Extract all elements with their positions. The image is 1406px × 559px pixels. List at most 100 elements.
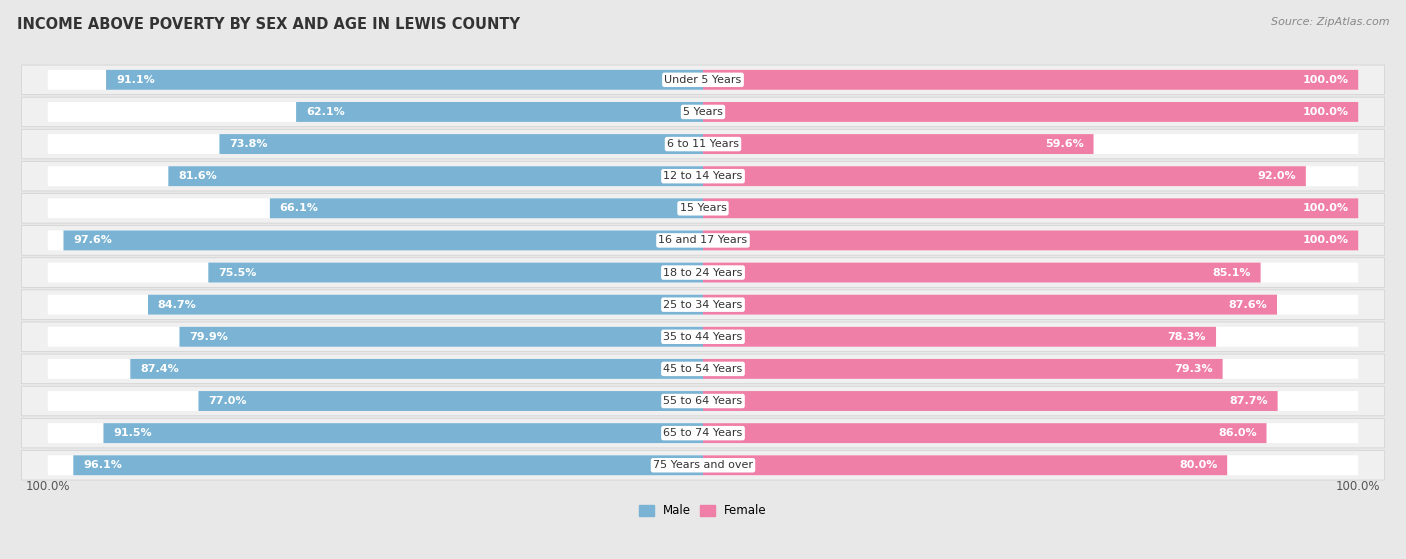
Text: 86.0%: 86.0%: [1218, 428, 1257, 438]
FancyBboxPatch shape: [48, 455, 703, 475]
Text: 18 to 24 Years: 18 to 24 Years: [664, 268, 742, 277]
FancyBboxPatch shape: [703, 423, 1267, 443]
FancyBboxPatch shape: [48, 134, 703, 154]
FancyBboxPatch shape: [48, 102, 703, 122]
Text: 100.0%: 100.0%: [1336, 480, 1381, 492]
FancyBboxPatch shape: [48, 230, 703, 250]
FancyBboxPatch shape: [703, 230, 1358, 250]
Text: 16 and 17 Years: 16 and 17 Years: [658, 235, 748, 245]
FancyBboxPatch shape: [48, 295, 703, 315]
FancyBboxPatch shape: [703, 359, 1358, 379]
FancyBboxPatch shape: [703, 134, 1358, 154]
FancyBboxPatch shape: [48, 70, 703, 90]
FancyBboxPatch shape: [703, 263, 1261, 282]
FancyBboxPatch shape: [21, 162, 1385, 191]
FancyBboxPatch shape: [703, 391, 1358, 411]
FancyBboxPatch shape: [703, 134, 1094, 154]
FancyBboxPatch shape: [219, 134, 703, 154]
FancyBboxPatch shape: [104, 423, 703, 443]
FancyBboxPatch shape: [48, 423, 703, 443]
Text: 45 to 54 Years: 45 to 54 Years: [664, 364, 742, 374]
Text: Under 5 Years: Under 5 Years: [665, 75, 741, 85]
Text: 91.1%: 91.1%: [115, 75, 155, 85]
FancyBboxPatch shape: [48, 166, 703, 186]
Text: 12 to 14 Years: 12 to 14 Years: [664, 171, 742, 181]
FancyBboxPatch shape: [148, 295, 703, 315]
FancyBboxPatch shape: [703, 198, 1358, 218]
Text: 75.5%: 75.5%: [218, 268, 256, 277]
FancyBboxPatch shape: [703, 423, 1358, 443]
FancyBboxPatch shape: [21, 65, 1385, 94]
Legend: Male, Female: Male, Female: [634, 500, 772, 522]
FancyBboxPatch shape: [21, 451, 1385, 480]
Text: 87.4%: 87.4%: [141, 364, 179, 374]
Text: 79.9%: 79.9%: [190, 332, 228, 342]
FancyBboxPatch shape: [297, 102, 703, 122]
Text: 62.1%: 62.1%: [307, 107, 344, 117]
FancyBboxPatch shape: [198, 391, 703, 411]
FancyBboxPatch shape: [131, 359, 703, 379]
FancyBboxPatch shape: [703, 455, 1358, 475]
FancyBboxPatch shape: [703, 263, 1358, 282]
FancyBboxPatch shape: [21, 258, 1385, 287]
FancyBboxPatch shape: [703, 102, 1358, 122]
FancyBboxPatch shape: [703, 230, 1358, 250]
Text: 73.8%: 73.8%: [229, 139, 267, 149]
Text: 59.6%: 59.6%: [1045, 139, 1084, 149]
Text: 78.3%: 78.3%: [1168, 332, 1206, 342]
FancyBboxPatch shape: [105, 70, 703, 90]
FancyBboxPatch shape: [703, 166, 1306, 186]
FancyBboxPatch shape: [703, 327, 1358, 347]
FancyBboxPatch shape: [703, 70, 1358, 90]
Text: 15 Years: 15 Years: [679, 203, 727, 214]
FancyBboxPatch shape: [63, 230, 703, 250]
Text: 6 to 11 Years: 6 to 11 Years: [666, 139, 740, 149]
Text: 100.0%: 100.0%: [1302, 235, 1348, 245]
FancyBboxPatch shape: [21, 226, 1385, 255]
FancyBboxPatch shape: [703, 295, 1277, 315]
Text: 65 to 74 Years: 65 to 74 Years: [664, 428, 742, 438]
FancyBboxPatch shape: [48, 263, 703, 282]
FancyBboxPatch shape: [208, 263, 703, 282]
FancyBboxPatch shape: [48, 198, 703, 218]
Text: 97.6%: 97.6%: [73, 235, 112, 245]
FancyBboxPatch shape: [703, 70, 1358, 90]
FancyBboxPatch shape: [21, 290, 1385, 319]
FancyBboxPatch shape: [169, 166, 703, 186]
Text: 5 Years: 5 Years: [683, 107, 723, 117]
Text: 91.5%: 91.5%: [114, 428, 152, 438]
Text: 84.7%: 84.7%: [157, 300, 197, 310]
FancyBboxPatch shape: [703, 102, 1358, 122]
FancyBboxPatch shape: [21, 354, 1385, 383]
FancyBboxPatch shape: [73, 455, 703, 475]
FancyBboxPatch shape: [21, 97, 1385, 127]
FancyBboxPatch shape: [48, 391, 703, 411]
Text: INCOME ABOVE POVERTY BY SEX AND AGE IN LEWIS COUNTY: INCOME ABOVE POVERTY BY SEX AND AGE IN L…: [17, 17, 520, 32]
FancyBboxPatch shape: [703, 327, 1216, 347]
Text: Source: ZipAtlas.com: Source: ZipAtlas.com: [1271, 17, 1389, 27]
FancyBboxPatch shape: [703, 359, 1223, 379]
Text: 77.0%: 77.0%: [208, 396, 247, 406]
Text: 92.0%: 92.0%: [1257, 171, 1296, 181]
Text: 81.6%: 81.6%: [179, 171, 217, 181]
Text: 100.0%: 100.0%: [1302, 107, 1348, 117]
FancyBboxPatch shape: [703, 455, 1227, 475]
Text: 85.1%: 85.1%: [1212, 268, 1251, 277]
FancyBboxPatch shape: [703, 198, 1358, 218]
Text: 79.3%: 79.3%: [1174, 364, 1213, 374]
FancyBboxPatch shape: [703, 391, 1278, 411]
FancyBboxPatch shape: [48, 359, 703, 379]
Text: 96.1%: 96.1%: [83, 460, 122, 470]
FancyBboxPatch shape: [21, 386, 1385, 416]
Text: 80.0%: 80.0%: [1180, 460, 1218, 470]
Text: 87.7%: 87.7%: [1229, 396, 1268, 406]
Text: 25 to 34 Years: 25 to 34 Years: [664, 300, 742, 310]
FancyBboxPatch shape: [21, 129, 1385, 159]
Text: 100.0%: 100.0%: [1302, 203, 1348, 214]
FancyBboxPatch shape: [703, 295, 1358, 315]
FancyBboxPatch shape: [48, 327, 703, 347]
FancyBboxPatch shape: [21, 193, 1385, 223]
Text: 66.1%: 66.1%: [280, 203, 319, 214]
FancyBboxPatch shape: [270, 198, 703, 218]
Text: 75 Years and over: 75 Years and over: [652, 460, 754, 470]
